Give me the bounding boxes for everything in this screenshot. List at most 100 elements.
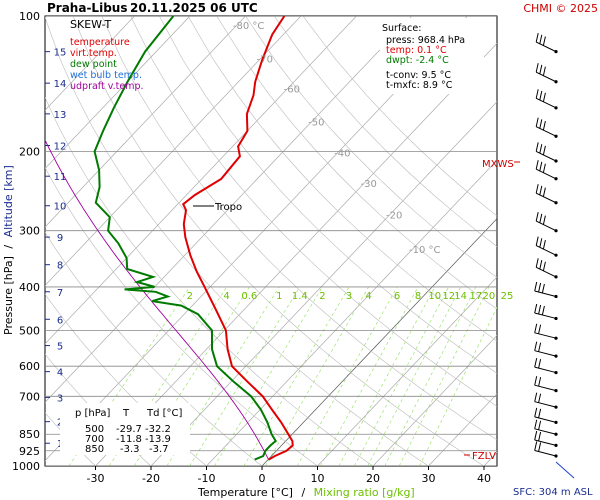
mixing-ratio-labels: 2 4 0.6 1 1.4 2 3 4 6 8 10 12 14 17 20 25 [187, 291, 514, 302]
altitude-tick-label: 15 [54, 48, 67, 59]
wind-barb-flag [539, 64, 543, 75]
temperature-tick-label: -30 [87, 472, 105, 485]
wind-barb-flag [535, 32, 539, 43]
table-cell-p: 500 [85, 424, 104, 435]
wind-barb-shaft [535, 245, 557, 256]
wind-barb-flag [539, 259, 543, 270]
surface-box [380, 18, 484, 94]
isotherm-label: -50 [308, 117, 324, 128]
altitude-tick-label: 10 [54, 202, 67, 213]
fzlv-label: FZLV [472, 451, 496, 462]
pressure-tick-label: 700 [19, 390, 40, 403]
isotherm-labels: -80 °C -70 -60 -50 -40 -30 -20 -10 °C [233, 21, 441, 256]
wind-barb-station [554, 405, 558, 409]
wind-barb-flag [538, 342, 542, 352]
wind-barb [534, 419, 558, 436]
wind-barb-flag [539, 90, 543, 101]
isotherm-line [317, 276, 497, 466]
wind-barb-shaft [534, 290, 557, 297]
isotherm-line [483, 451, 497, 466]
mixing-ratio-label: 6 [394, 291, 400, 302]
table-cell-td: -13.9 [145, 434, 171, 445]
wind-barb [534, 341, 558, 358]
wind-barb-flag [542, 261, 546, 271]
copyright-text: CHMI © 2025 [523, 2, 598, 15]
x-axis-temperature: Temperature [°C] [197, 486, 293, 499]
isotherm-line [45, 16, 191, 170]
mixing-ratio-line [166, 286, 280, 466]
level-table-bg [60, 403, 190, 455]
isotherm-line [261, 218, 497, 466]
mixing-ratio-label: 25 [501, 291, 514, 302]
wind-barb-station [554, 159, 558, 163]
wind-barb [535, 63, 558, 84]
wind-barb-flag [534, 341, 538, 351]
table-cell-td: -32.2 [145, 424, 171, 435]
wind-barb-flag [534, 303, 538, 314]
altitude-tick-label: 13 [54, 110, 67, 121]
wind-barb [534, 357, 558, 375]
table-header-td: Td [°C] [146, 408, 183, 419]
wind-barb-flag [538, 358, 542, 369]
mixing-ratio-line [367, 286, 461, 466]
wind-barb-flag [535, 89, 539, 99]
wind-barb-flag [534, 323, 538, 333]
wind-barb-shaft [534, 350, 557, 357]
wind-barb-station [554, 420, 558, 424]
mixing-ratio-label: 2 [187, 291, 193, 302]
wind-barb-flag [538, 442, 542, 452]
wind-barb-station [554, 454, 558, 458]
wind-barb-flag [535, 236, 539, 246]
wind-barb-station [554, 201, 558, 205]
wind-barb [534, 407, 558, 424]
wind-barb-flag [538, 408, 542, 419]
wind-barb [535, 211, 558, 233]
isotherm-label: -60 [284, 85, 300, 96]
mixing-ratio-label: 17 [470, 291, 483, 302]
legend-item-dew-point: dew point [70, 59, 117, 70]
temperature-tick-label: 40 [477, 472, 491, 485]
pressure-tick-label: 850 [19, 428, 40, 441]
wind-barb-shaft [534, 428, 557, 435]
wind-barb [535, 89, 558, 110]
mixing-ratio-line [214, 286, 323, 466]
table-header-p: p [hPa] [75, 408, 110, 419]
wind-barb-shaft [534, 312, 557, 319]
wind-barb-flag [539, 161, 543, 172]
temperature-tick-label: -10 [198, 472, 216, 485]
wind-barb-flag [534, 407, 538, 418]
mixing-ratio-label: 4 [223, 291, 229, 302]
wind-barb-shaft [535, 41, 557, 53]
wind-barb-flag [542, 163, 546, 173]
wind-barb-flag [535, 160, 539, 170]
mixing-ratio-label: 3 [346, 291, 352, 302]
wind-barb [534, 281, 558, 299]
mixing-ratio-label: 1 [276, 291, 282, 302]
wind-barb-flag [542, 187, 546, 197]
wind-barb-shaft [534, 450, 557, 457]
surface-temp: temp: 0.1 °C [386, 45, 447, 56]
y-axis-pressure: Pressure [hPa] [2, 256, 15, 335]
wind-barbs [534, 32, 558, 458]
altitude-tick-label: 4 [57, 368, 63, 379]
wind-barb [535, 184, 558, 205]
wind-barb-shaft [535, 71, 557, 83]
isotherm-line [150, 101, 497, 466]
wind-barb-shaft [535, 97, 557, 109]
wind-barb-station [554, 370, 558, 375]
wind-barb-flag [538, 420, 542, 430]
wind-barb-station [554, 389, 558, 393]
temperature-tick-label: 30 [422, 472, 436, 485]
wind-barb-flag [542, 239, 546, 250]
legend: SKEW-T temperature virt.temp. dew point … [70, 18, 144, 92]
isotherm-line [45, 16, 413, 403]
wind-barb-shaft [535, 150, 557, 162]
wind-barb [534, 323, 558, 340]
mixing-ratio-line [354, 286, 450, 466]
pressure-tick-label: 100 [19, 10, 40, 23]
wind-barb-flag [534, 419, 538, 429]
wind-barb-flag [534, 441, 538, 451]
wind-barb-flag [535, 117, 539, 127]
wind-barb-station [554, 294, 558, 299]
